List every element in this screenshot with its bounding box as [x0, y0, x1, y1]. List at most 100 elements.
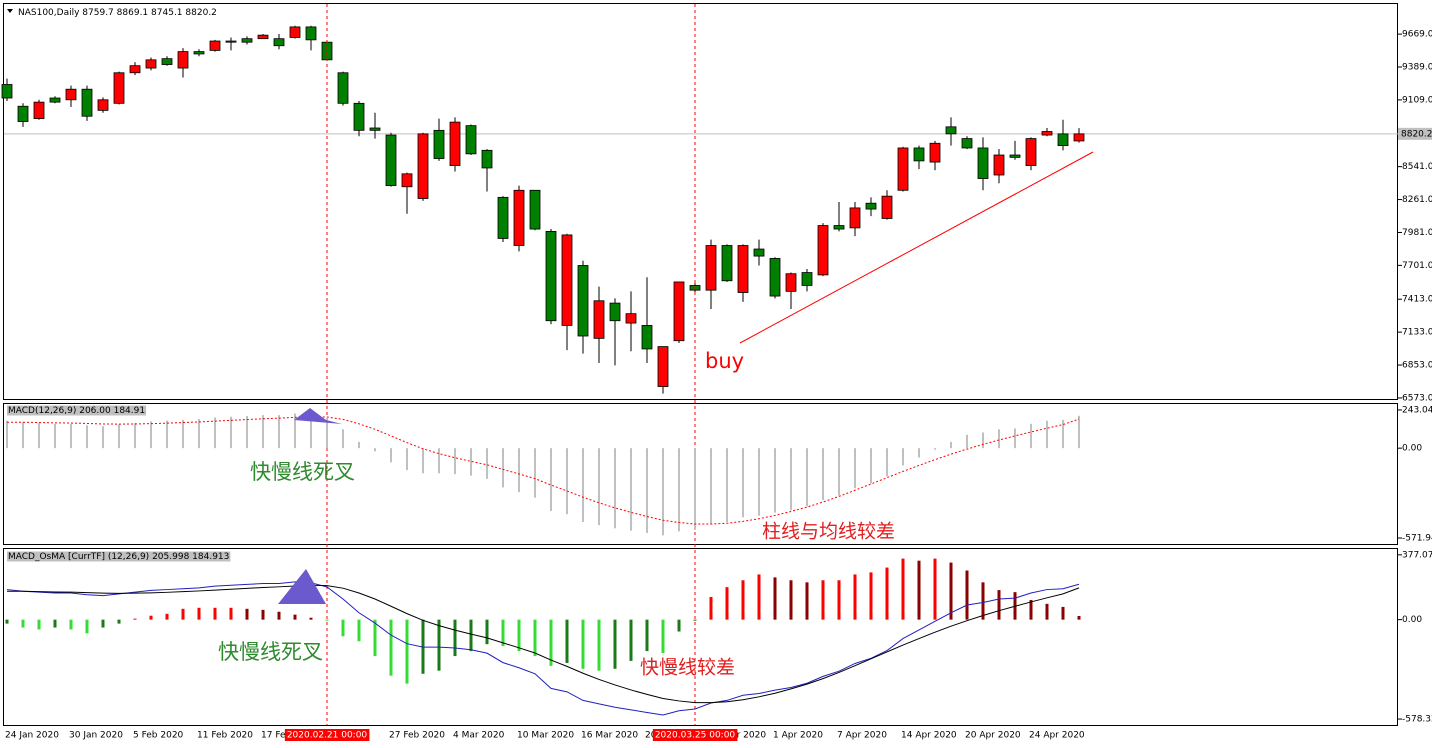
x-tick-label: 24 Apr 2020 [1029, 731, 1085, 741]
ohlc-low: 8745.1 [151, 8, 183, 18]
signal-line [7, 416, 1080, 525]
x-tick-label: 27 Feb 2020 [389, 731, 445, 741]
crosshair-box [652, 729, 738, 741]
candle-body [945, 126, 957, 135]
chart-title: NAS100,Daily 8759.7 8869.1 8745.1 8820.2 [18, 8, 217, 18]
candle-body [593, 300, 605, 339]
y-tick-label: 9109.0 [1402, 95, 1432, 105]
legend-bg [7, 405, 147, 416]
cross-marker [278, 569, 326, 604]
candle-body [369, 127, 381, 131]
candle-body [817, 225, 829, 276]
x-tick-label: 14 Apr 2020 [901, 731, 957, 741]
x-tick-label: 10 Mar 2020 [517, 731, 574, 741]
candle-body [289, 26, 301, 38]
candle-body [1009, 154, 1021, 158]
candle-body [833, 225, 845, 230]
y-tick-label: 0.00 [1402, 444, 1422, 454]
legend-name: MACD(12,26,9) [8, 406, 76, 416]
y-tick-label: 7133.0 [1402, 328, 1432, 338]
y-tick-label: -578.324 [1402, 715, 1432, 725]
macd-line [6, 581, 1080, 716]
candle-body [81, 88, 93, 117]
y-tick-label: 8261.0 [1402, 195, 1432, 205]
candle-body [737, 245, 749, 293]
y-tick-label: 9669.0 [1402, 30, 1432, 40]
trend-line [739, 151, 1094, 344]
candle-body [193, 51, 205, 55]
candle-body [721, 245, 733, 282]
candle-body [241, 38, 253, 43]
candle-body [449, 121, 461, 166]
panel-legend: MACD_OsMA [CurrTF] (12,26,9) 205.998 184… [7, 551, 231, 562]
candle-body [913, 147, 925, 162]
candle-body [1025, 138, 1037, 166]
legend-value: 184.91 [114, 406, 146, 416]
current-price-label: 8820.2 [1401, 129, 1432, 139]
candle-body [1073, 133, 1085, 142]
x-tick-label: 4 Mar 2020 [453, 731, 505, 741]
y-tick-label: 8541.0 [1402, 162, 1432, 172]
x-tick-label: 24 Jan 2020 [5, 731, 59, 741]
panel-title: MACD(12,26,9) 206.00 184.91 [8, 406, 145, 416]
candle-body [113, 72, 125, 104]
crosshair-label: 2020.03.25 00:00 [655, 731, 736, 741]
candle-body [785, 273, 797, 292]
x-tick-label: 30 Jan 2020 [69, 731, 123, 741]
ohlc-high: 8869.1 [117, 8, 149, 18]
annotation: 快慢线死叉 [250, 460, 355, 484]
panel-title: MACD_OsMA [CurrTF] (12,26,9) 205.998 184… [8, 552, 229, 562]
candle-body [129, 65, 141, 74]
candle-body [1041, 131, 1053, 136]
candle-body [897, 147, 909, 191]
x-tick-label: 11 Feb 2020 [197, 731, 253, 741]
candle-body [657, 346, 669, 387]
legend-value: 206.00 [79, 406, 111, 416]
x-tick-label: 5 Feb 2020 [133, 731, 184, 741]
x-tick-label: 16 Mar 2020 [581, 731, 638, 741]
x-tick-label: 1 Apr 2020 [773, 731, 823, 741]
candle-body [385, 134, 397, 186]
candle-body [273, 38, 285, 47]
y-tick-label: 6853.0 [1402, 361, 1432, 371]
candle-body [337, 72, 349, 104]
candle-body [801, 272, 813, 286]
candle-body [433, 129, 445, 159]
candle-body [577, 265, 589, 337]
candle-body [417, 133, 429, 199]
candle-body [305, 26, 317, 41]
candle-body [673, 281, 685, 342]
y-tick-label: 7701.0 [1402, 261, 1432, 271]
panel-legend: MACD(12,26,9) 206.00 184.91 [7, 405, 147, 416]
cross-marker [294, 408, 342, 424]
legend-value: 205.998 [152, 552, 189, 562]
annotation: buy [705, 349, 744, 373]
candle-body [465, 125, 477, 155]
candle-body [529, 189, 541, 230]
crosshair-label: 2020.02.21 00:00 [287, 731, 368, 741]
candle-body [641, 325, 653, 350]
candle-body [321, 41, 333, 61]
crosshair-box [284, 729, 370, 741]
candle-body [161, 58, 173, 65]
y-tick-label: -571.94 [1402, 534, 1432, 544]
candle-body [609, 302, 621, 322]
candle-body [481, 149, 493, 169]
candle-body [753, 248, 765, 257]
candle-body [865, 202, 877, 210]
y-tick-label: 0.00 [1402, 615, 1422, 625]
legend-value: 184.913 [192, 552, 229, 562]
candle-body [705, 245, 717, 291]
annotation: 快慢线较差 [640, 657, 735, 679]
annotation: 快慢线死叉 [218, 640, 323, 664]
candle-body [49, 97, 61, 103]
annotation: 柱线与均线较差 [762, 521, 895, 543]
chart-layer: 6573.0 6853.0 7133.0 7413.0 7701.0 7981.0 8261… [1, 4, 1432, 741]
candle-body [145, 59, 157, 69]
candle-body [881, 195, 893, 219]
candle-body [513, 189, 525, 246]
candle-body [1057, 133, 1069, 147]
y-tick-label: 6573.0 [1402, 393, 1432, 403]
candle-body [977, 147, 989, 179]
